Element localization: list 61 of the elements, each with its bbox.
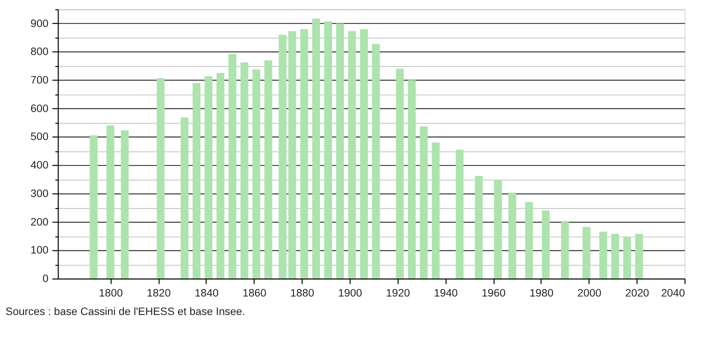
- x-tick-label: 1880: [290, 288, 314, 300]
- y-tick-label: 200: [30, 216, 48, 228]
- y-tick-label: 700: [30, 74, 48, 87]
- bar: [288, 31, 296, 279]
- bar: [216, 73, 224, 279]
- y-tick-label: 300: [30, 188, 48, 200]
- bar: [180, 118, 188, 279]
- bar: [456, 150, 464, 279]
- y-tick-label: 500: [30, 131, 48, 144]
- bar: [278, 34, 287, 279]
- bar: [508, 192, 516, 279]
- bar: [420, 126, 428, 279]
- source-note: Sources : base Cassini de l'EHESS et base Insee.: [6, 306, 246, 318]
- bar: [252, 69, 260, 279]
- x-tick-label: 1940: [434, 288, 458, 300]
- y-tick-label: 800: [30, 46, 48, 58]
- bar: [582, 226, 590, 279]
- x-tick-label: 1920: [386, 288, 410, 300]
- x-tick-label: 1840: [194, 288, 219, 300]
- bar: [474, 176, 483, 279]
- bar: [348, 31, 356, 279]
- bar: [264, 60, 272, 279]
- y-tick-label: 100: [30, 244, 48, 257]
- bar: [372, 44, 380, 279]
- bar: [408, 80, 416, 279]
- bar: [240, 62, 248, 279]
- x-tick-label: 1800: [98, 288, 123, 300]
- bar: [611, 234, 620, 279]
- y-tick-label: 900: [30, 18, 48, 30]
- bar: [312, 18, 320, 279]
- bar: [623, 236, 632, 279]
- bar: [204, 76, 212, 279]
- bar: [494, 180, 502, 279]
- x-tick-label: 2020: [625, 288, 650, 300]
- bar: [90, 135, 98, 279]
- bar: [599, 232, 608, 279]
- bar: [324, 21, 332, 279]
- x-tick-label: 1980: [530, 288, 554, 300]
- bar: [432, 142, 440, 279]
- bar: [635, 234, 644, 279]
- bar: [300, 29, 308, 279]
- bar: [396, 68, 404, 279]
- y-tick-label: 400: [30, 160, 48, 172]
- bar: [156, 78, 165, 279]
- bar: [561, 222, 569, 279]
- bar: [120, 130, 129, 279]
- x-tick-label: 1820: [146, 288, 171, 300]
- bar: [360, 29, 368, 279]
- y-tick-label: 0: [42, 272, 48, 285]
- bar: [106, 125, 114, 279]
- x-tick-label: 1960: [482, 288, 506, 300]
- bar: [228, 54, 236, 279]
- bar: [336, 23, 344, 279]
- x-tick-label: 2040: [661, 288, 686, 300]
- x-tick-label: 2000: [577, 288, 602, 300]
- y-tick-label: 600: [30, 102, 48, 115]
- x-tick-label: 1900: [338, 288, 362, 300]
- bar: [192, 82, 200, 279]
- bar: [542, 210, 550, 279]
- x-tick-label: 1860: [242, 288, 266, 300]
- bar: [525, 202, 533, 279]
